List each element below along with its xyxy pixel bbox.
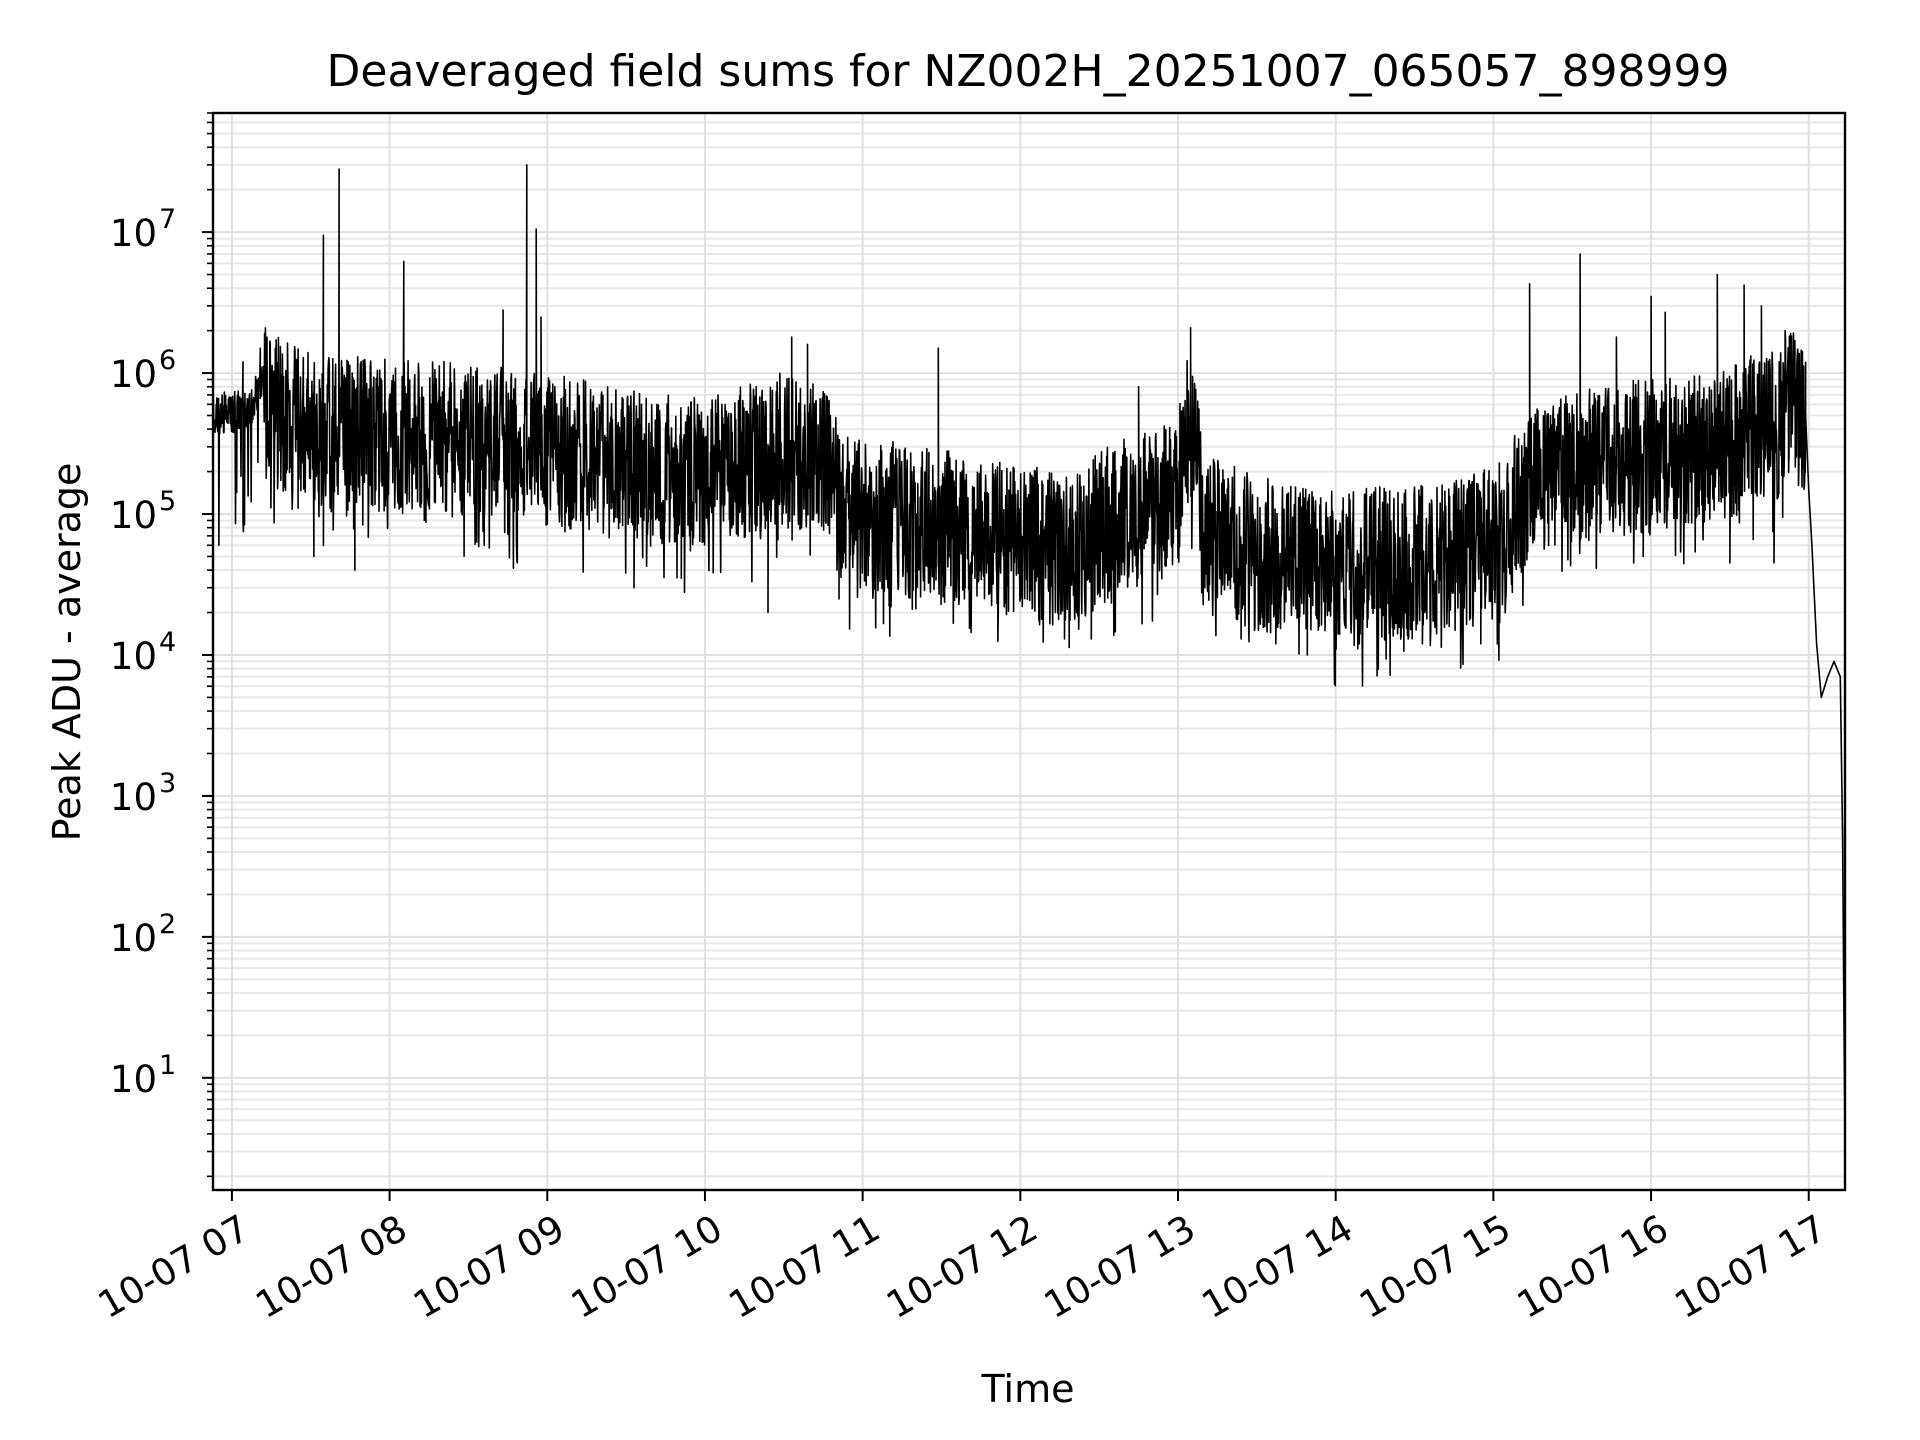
y-tick-label: 10: [110, 917, 157, 960]
y-tick-exponent: 1: [159, 1050, 176, 1081]
y-tick-label: 10: [110, 353, 157, 396]
x-axis-label: Time: [981, 1367, 1075, 1411]
y-tick-label: 10: [110, 494, 157, 537]
y-tick-exponent: 7: [159, 204, 176, 235]
y-tick-label: 10: [110, 776, 157, 819]
y-tick-exponent: 6: [159, 345, 176, 376]
grid: [213, 112, 1845, 1190]
series-layer: [212, 164, 1846, 1134]
y-tick-exponent: 4: [159, 627, 176, 658]
y-tick-exponent: 2: [159, 909, 176, 940]
plot-frame: [211, 111, 1847, 1192]
y-tick-exponent: 5: [159, 486, 176, 517]
series-line: [212, 164, 1846, 1134]
y-tick-label: 10: [110, 1058, 157, 1101]
y-tick-exponent: 3: [159, 768, 176, 799]
chart-title: Deaveraged field sums for NZ002H_2025100…: [327, 46, 1730, 97]
y-tick-label: 10: [110, 212, 157, 255]
y-tick-label: 10: [110, 635, 157, 678]
y-axis-label: Peak ADU - average: [45, 463, 89, 842]
